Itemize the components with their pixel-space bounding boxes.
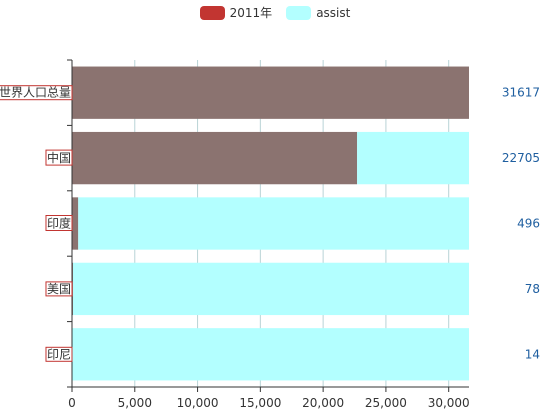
bar-assist-1	[357, 131, 469, 185]
category-label-box-3	[45, 281, 73, 297]
bar-value-2	[72, 197, 79, 250]
data-label-0: 31617	[502, 86, 540, 100]
category-label-4: 印尼	[47, 347, 71, 361]
legend-item-2011[interactable]: 2011年	[199, 4, 273, 21]
legend: 2011年 assist	[0, 4, 550, 21]
x-tick-label-0: 0	[68, 396, 76, 410]
category-label-0: 世界人口总量	[0, 86, 71, 100]
x-tick-label-4: 20,000	[302, 396, 344, 410]
data-label-3: 78	[525, 282, 540, 296]
category-label-box-4	[45, 346, 73, 362]
x-tick-label-6: 30,000	[428, 396, 470, 410]
legend-item-assist[interactable]: assist	[286, 4, 350, 21]
category-label-box-1	[45, 149, 73, 166]
bar-value-1	[72, 131, 358, 185]
category-label-box-2	[45, 215, 73, 231]
data-label-1: 22705	[502, 151, 540, 165]
category-label-3: 美国	[47, 282, 71, 296]
category-label-1: 中国	[47, 150, 71, 165]
legend-swatch-assist	[286, 5, 312, 20]
data-label-4: 14	[525, 347, 540, 361]
bar-assist-2	[78, 197, 470, 250]
x-tick-label-1: 5,000	[118, 396, 152, 410]
x-tick-label-5: 25,000	[365, 396, 407, 410]
data-label-2: 496	[517, 217, 540, 231]
legend-label-2011: 2011年	[229, 6, 273, 20]
legend-swatch-2011	[199, 5, 225, 20]
legend-label-assist: assist	[316, 5, 351, 20]
category-label-box-0	[0, 85, 73, 101]
bar-value-0	[72, 66, 469, 119]
bar-assist-3	[72, 262, 470, 316]
bar-assist-4	[72, 328, 470, 381]
category-label-2: 印度	[47, 216, 71, 231]
x-tick-label-3: 15,000	[239, 396, 281, 410]
x-tick-label-2: 10,000	[177, 396, 219, 410]
